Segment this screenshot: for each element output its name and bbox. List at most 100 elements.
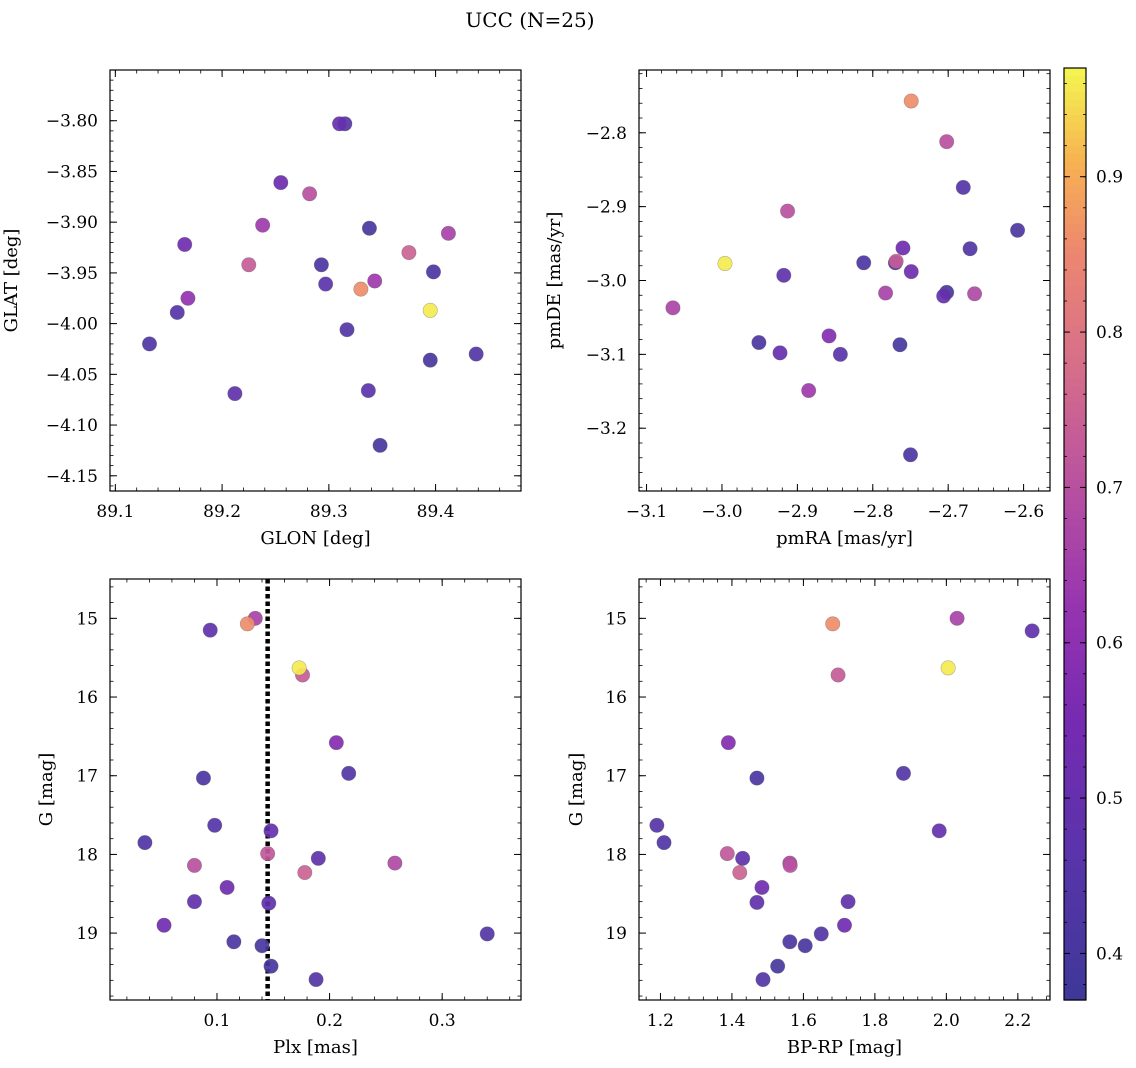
colorbar-segment [1064,106,1086,116]
data-point [821,328,837,344]
data-point [186,857,202,873]
colorbar-segment [1064,899,1086,908]
axes-frame [638,69,1051,492]
data-point [241,257,257,273]
colorbar-segment [1064,433,1086,442]
data-point [836,917,852,933]
colorbar-segment [1064,238,1086,248]
y-tick-label: −3.85 [46,162,98,182]
axes-frame [638,578,1051,1001]
colorbar-segment [1064,588,1086,597]
x-tick-label: 1.4 [718,1011,745,1031]
colorbar-segment [1064,145,1086,155]
y-axis-label: G [mag] [566,753,587,826]
data-point [656,835,672,851]
data-point [780,203,796,219]
data-point [888,253,904,269]
data-point [177,236,193,252]
figure-title: UCC (N=25) [465,8,594,32]
x-tick-label: −2.9 [777,502,818,522]
colorbar-segment [1064,565,1086,574]
colorbar-segment [1064,697,1086,706]
colorbar-segment [1064,891,1086,900]
x-tick-label: 1.8 [861,1011,888,1031]
data-point [137,835,153,851]
colorbar-segment [1064,992,1086,1001]
colorbar-segment [1064,518,1086,527]
x-tick-label: 89.3 [310,502,348,522]
colorbar-segment [1064,355,1086,364]
colorbar-segment [1064,347,1086,356]
data-point [260,846,276,862]
colorbar-segment [1064,207,1086,217]
colorbar-segment [1064,829,1086,838]
colorbar-segment [1064,922,1086,931]
data-point [372,437,388,453]
data-point [749,894,765,910]
data-point [967,286,983,302]
colorbar-segment [1064,666,1086,675]
colorbar-segment [1064,448,1086,457]
data-point [840,894,856,910]
data-point [962,241,978,257]
x-axis-label: GLON [deg] [260,528,370,549]
data-point [895,240,911,256]
colorbar-segment [1064,262,1086,271]
colorbar-segment [1064,642,1086,652]
x-tick-label: −2.6 [1003,502,1044,522]
colorbar-tick-label: 0.8 [1096,323,1123,343]
data-point [341,765,357,781]
data-point [665,300,681,316]
data-point [328,735,344,751]
colorbar-segment [1064,743,1086,753]
colorbar-segment [1064,867,1086,877]
data-point [254,938,270,954]
colorbar-segment [1064,215,1086,224]
x-tick-label: −2.8 [852,502,893,522]
colorbar-segment [1064,704,1086,714]
colorbar-segment [1064,363,1086,372]
colorbar-segment [1064,99,1086,108]
x-tick-label: −3.0 [701,502,742,522]
data-point [797,938,813,954]
x-tick-label: 1.6 [790,1011,817,1031]
colorbar-segment [1064,425,1086,434]
data-point [297,865,313,881]
colorbar-segment [1064,168,1086,178]
y-tick-label: −2.8 [586,124,627,144]
colorbar-segment [1064,875,1086,885]
data-point [422,352,438,368]
colorbar-segment [1064,534,1086,543]
data-point [263,958,279,974]
data-point [425,264,441,280]
axes-frame [109,578,522,1001]
colorbar-segment [1064,394,1086,403]
colorbar-segment [1064,487,1086,496]
x-axis-label: BP-RP [mag] [787,1037,902,1058]
colorbar-segment [1064,223,1086,232]
colorbar-segment [1064,580,1086,589]
colorbar-segment [1064,883,1086,892]
colorbar-frame [1063,67,1087,1001]
data-point [468,346,484,362]
y-tick-label: 16 [605,688,627,708]
data-point [1010,222,1026,238]
data-point [313,257,329,273]
colorbar-segment [1064,301,1086,310]
colorbar-segment [1064,596,1086,605]
colorbar-segment [1064,332,1086,341]
y-tick-label: −4.15 [46,467,98,487]
y-tick-label: −3.2 [586,419,627,439]
y-tick-label: 18 [605,845,627,865]
colorbar-segment [1064,914,1086,923]
data-point [749,770,765,786]
data-point [720,735,736,751]
x-tick-label: −2.7 [928,502,969,522]
colorbar-segment [1064,836,1086,846]
y-tick-label: 15 [605,609,627,629]
y-tick-label: −3.80 [46,112,98,132]
colorbar-segment [1064,976,1086,986]
x-tick-label: 89.2 [203,502,241,522]
data-point [227,386,243,402]
y-axis-label: pmDE [mas/yr] [544,212,565,350]
